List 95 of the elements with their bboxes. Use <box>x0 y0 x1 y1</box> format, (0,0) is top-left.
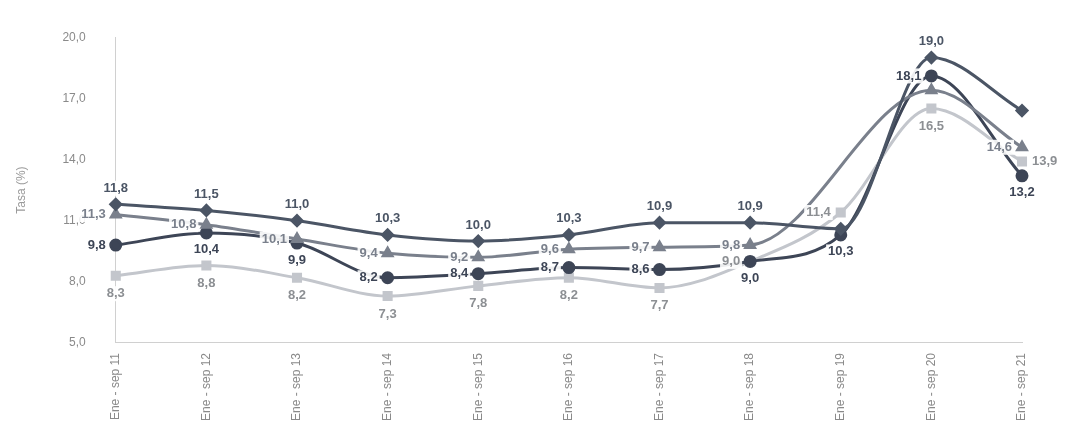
data-label: 10,3 <box>556 210 582 226</box>
data-label: 13,2 <box>1009 184 1035 200</box>
point <box>926 103 937 114</box>
data-label: 10,4 <box>193 241 220 257</box>
y-tick-label: 20,0 <box>62 29 87 44</box>
data-label: 8,8 <box>197 275 216 291</box>
point <box>1016 156 1028 167</box>
data-label: 8,2 <box>559 287 578 303</box>
data-label: 10,0 <box>465 216 491 232</box>
point <box>290 214 304 228</box>
data-label: 9,8 <box>722 236 741 252</box>
data-label: 10,3 <box>828 243 854 259</box>
x-tick-label: Ene - sep 16 <box>561 352 576 421</box>
x-tick-label: Ene - sep 11 <box>108 352 123 421</box>
data-label: 9,0 <box>741 270 760 285</box>
point <box>291 272 303 283</box>
point <box>473 280 484 291</box>
point <box>109 238 123 252</box>
data-label: 16,5 <box>918 118 945 134</box>
point <box>562 261 576 275</box>
data-label: 11,8 <box>103 179 129 195</box>
point <box>109 197 123 211</box>
data-label: 7,8 <box>469 295 488 311</box>
data-label: 10,9 <box>737 198 763 214</box>
point <box>381 246 394 258</box>
point <box>563 242 575 254</box>
point <box>925 83 938 95</box>
point <box>563 272 574 283</box>
data-label: 7,7 <box>650 297 669 313</box>
point <box>471 267 485 281</box>
point <box>472 250 485 262</box>
data-label: 10,1 <box>261 230 288 246</box>
data-label: 8,3 <box>106 285 125 301</box>
x-tick-label: Ene - sep 21 <box>1014 352 1029 421</box>
data-label: 9,0 <box>722 253 741 268</box>
x-tick-label: Ene - sep 14 <box>379 352 394 421</box>
data-label: 9,7 <box>631 238 650 254</box>
y-tick-label: 8,0 <box>69 274 87 289</box>
data-label: 8,2 <box>359 269 378 285</box>
x-tick-label: Ene - sep 17 <box>651 352 666 421</box>
y-tick-label: 14,0 <box>62 151 87 166</box>
point <box>654 282 665 293</box>
point <box>109 208 122 219</box>
x-tick-label: Ene - sep 13 <box>289 352 304 421</box>
point <box>743 216 757 230</box>
point <box>834 222 848 236</box>
data-label: 8,2 <box>287 287 307 303</box>
point <box>199 226 213 240</box>
data-label: 7,3 <box>378 305 397 321</box>
x-tick-label: Ene - sep 12 <box>198 352 213 421</box>
point <box>562 228 576 242</box>
data-label: 8,6 <box>631 261 650 277</box>
point <box>653 263 666 277</box>
point <box>471 234 485 248</box>
point <box>1016 140 1028 152</box>
point <box>291 232 303 243</box>
data-label: 9,2 <box>450 248 469 264</box>
x-tick-label: Ene - sep 15 <box>470 352 485 421</box>
data-label: 8,7 <box>540 259 559 275</box>
data-label: 18,1 <box>896 67 922 83</box>
data-label: 9,6 <box>540 240 559 256</box>
data-label: 9,9 <box>287 251 307 267</box>
data-label: 8,4 <box>450 265 470 281</box>
data-label: 19,0 <box>918 33 945 49</box>
data-label: 9,4 <box>359 244 379 260</box>
data-label: 9,8 <box>87 236 106 252</box>
y-tick-label: 17,0 <box>62 90 87 105</box>
point <box>924 51 938 65</box>
x-tick-label: Ene - sep 20 <box>923 352 938 421</box>
data-label: 13,9 <box>1031 153 1058 169</box>
point <box>653 216 666 230</box>
data-label: 14,6 <box>986 138 1013 154</box>
x-tick-label: Ene - sep 18 <box>742 352 757 421</box>
point <box>381 271 395 285</box>
point <box>381 228 395 242</box>
point <box>924 69 938 83</box>
data-label: 10,3 <box>374 210 401 226</box>
point <box>744 238 756 250</box>
point <box>653 240 666 252</box>
y-axis-title: Tasa (%) <box>13 166 28 214</box>
x-tick-label: Ene - sep 19 <box>833 352 848 421</box>
point <box>835 207 846 218</box>
point <box>201 260 212 271</box>
data-label: 11,5 <box>194 186 219 202</box>
data-label: 11,0 <box>284 196 310 212</box>
point <box>199 203 213 217</box>
point <box>110 270 121 281</box>
point <box>200 218 213 229</box>
data-label: 10,9 <box>646 198 673 214</box>
y-tick-label: 5,0 <box>69 335 87 350</box>
point <box>1015 169 1029 183</box>
point <box>1015 104 1029 118</box>
data-label: 11,4 <box>806 204 832 220</box>
point <box>382 291 393 302</box>
data-label: 10,8 <box>171 216 197 232</box>
